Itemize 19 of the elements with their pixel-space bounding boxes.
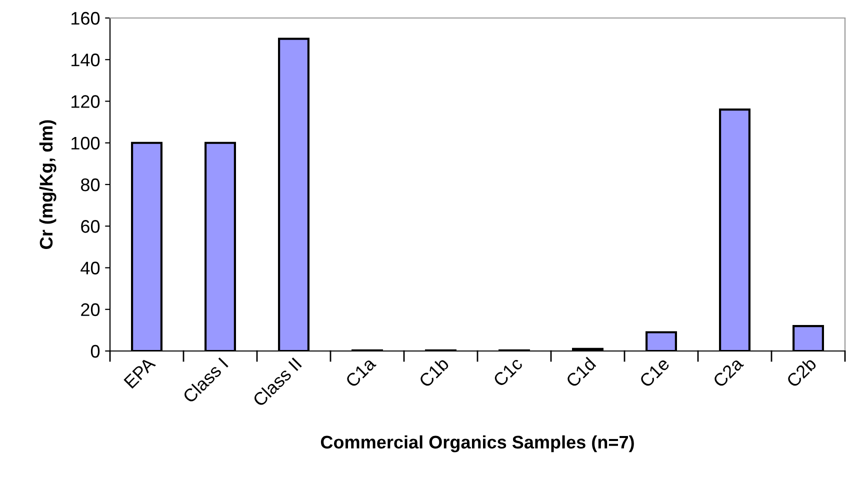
y-tick-label: 0 <box>90 344 100 358</box>
x-axis-title: Commercial Organics Samples (n=7) <box>320 435 634 452</box>
y-tick-label: 100 <box>72 136 100 150</box>
y-tick-label: 20 <box>81 303 100 316</box>
y-tick-label: 60 <box>81 220 100 233</box>
x-tick-label: C1d <box>564 356 596 388</box>
x-tick-label: C1b <box>418 356 450 388</box>
y-tick-label: 80 <box>80 178 100 192</box>
y-tick-label: 140 <box>72 54 100 66</box>
x-tick-label: C2b <box>785 356 818 388</box>
x-tick-label: C1e <box>638 356 670 388</box>
y-tick-label: 120 <box>72 95 100 108</box>
x-tick-label: C1a <box>344 356 377 388</box>
x-tick-label: C1c <box>492 356 524 388</box>
y-axis-title: Cr (mg/Kg, dm) <box>39 120 56 249</box>
y-tick-label: 40 <box>80 262 100 274</box>
x-tick-label: C2a <box>712 356 744 388</box>
y-tick-label: 160 <box>72 12 100 25</box>
x-tick-label: EPA <box>124 356 156 389</box>
